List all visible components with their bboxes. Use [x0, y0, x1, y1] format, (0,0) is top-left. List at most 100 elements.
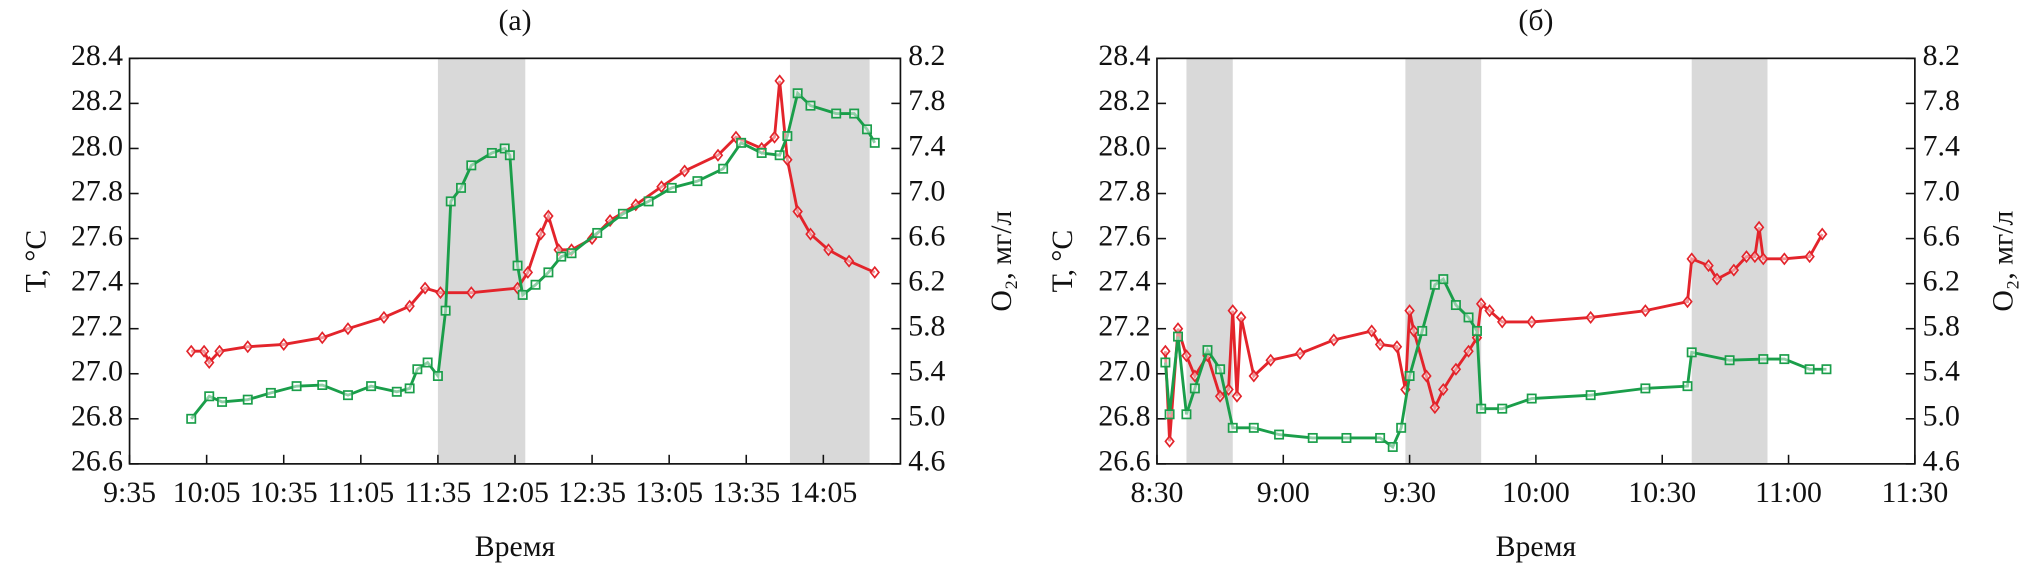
data-point — [1223, 382, 1234, 397]
data-point — [1214, 389, 1226, 403]
data-point — [1375, 432, 1386, 443]
plot-panel: 26.6 26.8 27.0 27.2 27.4 27.6 27.8 28.0 28.2 28.4… — [1046, 4, 2020, 563]
data-point — [617, 208, 628, 219]
data-point — [291, 381, 302, 392]
data-point — [1328, 333, 1340, 347]
data-point — [1404, 371, 1415, 381]
y2-tick-label: 7.4 — [908, 129, 945, 162]
data-point — [736, 137, 747, 148]
data-point — [1526, 315, 1537, 329]
y2-tick-label: 5.4 — [908, 355, 945, 388]
data-point — [1164, 409, 1175, 420]
y2-tick-label: 5.0 — [1923, 400, 1960, 433]
data-point — [378, 310, 390, 324]
data-point — [217, 396, 228, 407]
y2-tick-label: 6.6 — [1923, 219, 1960, 252]
data-point — [265, 387, 276, 398]
data-point — [512, 260, 523, 271]
data-point — [1585, 310, 1596, 324]
y-tick-label: 26.8 — [1098, 400, 1150, 433]
data-point — [1173, 331, 1183, 342]
data-point — [186, 344, 197, 358]
data-point — [1450, 300, 1461, 311]
y-tick-label: 26.8 — [71, 400, 123, 433]
y2-axis-label: O₂, мг/л — [985, 210, 1018, 311]
y-axis-label: T, °C — [1046, 230, 1079, 293]
data-point — [679, 164, 690, 178]
y2-tick-label: 4.6 — [908, 445, 945, 478]
y2-tick-label: 5.0 — [908, 400, 945, 433]
y-tick-label: 28.2 — [1098, 84, 1150, 117]
data-point — [1804, 250, 1815, 264]
data-point — [1438, 274, 1449, 285]
data-point — [756, 147, 767, 158]
x-tick-label: 10:30 — [1628, 476, 1696, 509]
data-point — [1682, 381, 1693, 392]
data-point — [1202, 345, 1213, 356]
data-point — [342, 390, 353, 401]
data-point — [1265, 353, 1276, 367]
data-point — [1404, 304, 1415, 318]
data-point — [792, 88, 803, 99]
data-point — [1366, 324, 1377, 338]
data-point — [404, 383, 415, 394]
y-tick-label: 26.6 — [1098, 445, 1150, 478]
data-point — [1248, 422, 1259, 433]
y-axis-label: T, °C — [20, 230, 53, 293]
data-point — [849, 108, 860, 119]
data-point — [543, 209, 554, 223]
y2-tick-label: 7.4 — [1923, 129, 1960, 162]
data-point — [1463, 312, 1474, 323]
y-tick-label: 27.0 — [71, 355, 123, 388]
x-tick-label: 14:05 — [789, 476, 857, 509]
data-point — [1189, 383, 1200, 394]
data-point — [592, 227, 603, 238]
data-point — [1640, 383, 1651, 394]
chart-title: (a) — [498, 4, 531, 37]
data-point — [1181, 349, 1192, 363]
data-point — [1711, 272, 1723, 286]
y2-tick-label: 6.2 — [1923, 264, 1960, 297]
y2-tick-label: 5.8 — [908, 310, 945, 343]
data-point — [869, 137, 880, 148]
data-point — [730, 130, 742, 144]
data-point — [1821, 364, 1832, 375]
data-point — [1181, 409, 1192, 420]
shaded-interval — [1405, 58, 1482, 464]
data-point — [504, 150, 515, 161]
data-point — [1391, 340, 1403, 354]
y2-tick-label: 7.8 — [1923, 84, 1960, 117]
x-tick-label: 11:35 — [405, 476, 472, 509]
data-point — [1307, 432, 1318, 443]
data-point — [543, 267, 554, 278]
y-tick-label: 27.4 — [1098, 264, 1150, 297]
data-point — [823, 243, 834, 257]
x-tick-label: 10:05 — [173, 476, 241, 509]
data-point — [1421, 369, 1432, 383]
y2-tick-label: 7.0 — [1923, 174, 1960, 207]
data-point — [1497, 315, 1508, 329]
y-tick-label: 28.2 — [71, 84, 123, 117]
x-tick-label: 10:35 — [250, 476, 318, 509]
x-tick-label: 9:30 — [1383, 476, 1436, 509]
data-point — [317, 380, 328, 391]
y-tick-label: 27.2 — [1098, 310, 1150, 343]
x-axis-label: Время — [1496, 530, 1577, 563]
data-point — [1417, 325, 1428, 336]
data-point — [666, 182, 677, 193]
x-tick-label: 13:35 — [712, 476, 780, 509]
x-tick-label: 11:05 — [327, 476, 394, 509]
data-point — [530, 279, 541, 290]
data-point — [843, 254, 855, 268]
y-tick-label: 27.8 — [1098, 174, 1150, 207]
data-point — [774, 74, 785, 88]
data-point — [391, 386, 402, 397]
y-tick-label: 27.6 — [1098, 219, 1150, 252]
data-point — [1463, 344, 1474, 358]
data-point — [1585, 390, 1596, 401]
y2-tick-label: 7.8 — [908, 84, 945, 117]
data-point — [1484, 304, 1495, 318]
x-axis-label: Время — [475, 530, 556, 563]
data-point — [522, 265, 534, 279]
